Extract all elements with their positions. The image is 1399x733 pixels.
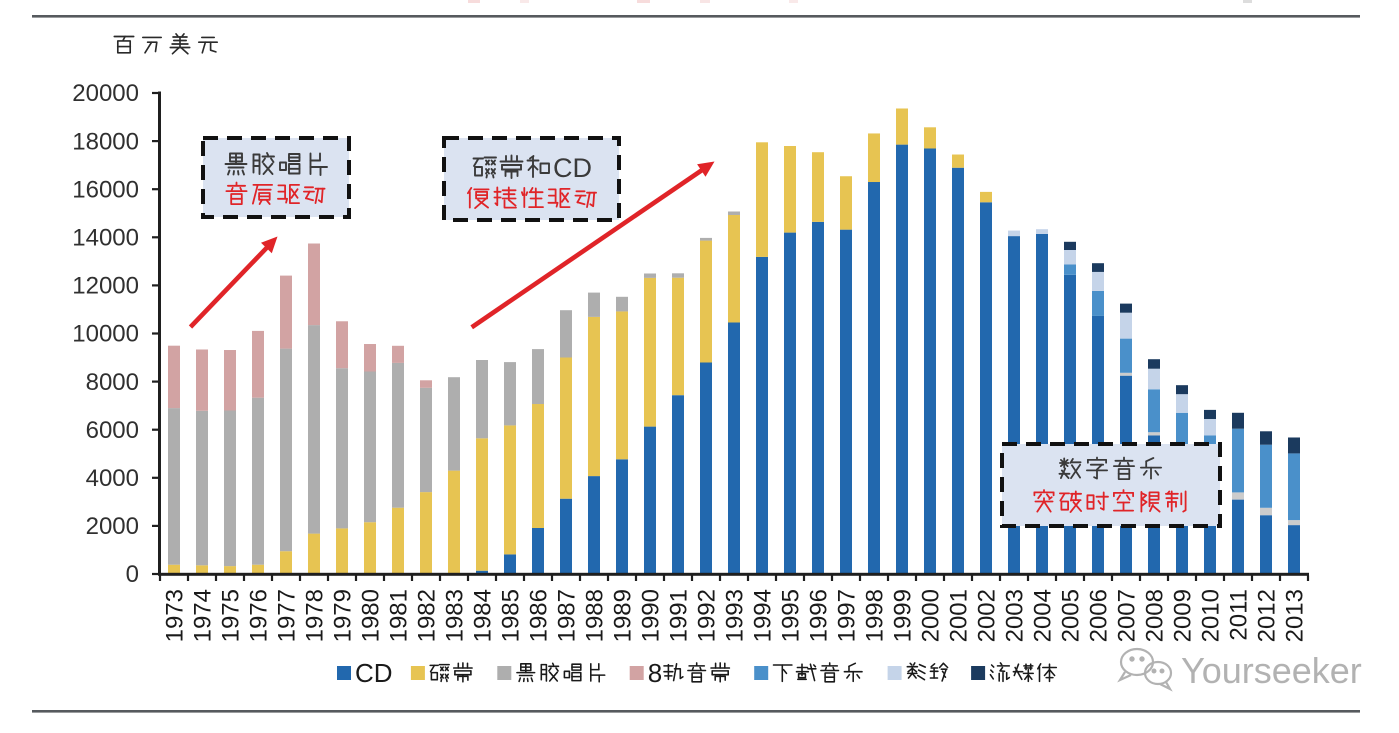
svg-text:1999: 1999 [889, 589, 916, 642]
svg-text:2012: 2012 [1253, 589, 1280, 642]
svg-text:1994: 1994 [749, 589, 776, 642]
svg-text:1973: 1973 [161, 589, 188, 642]
svg-text:1976: 1976 [245, 589, 272, 642]
svg-text:4000: 4000 [86, 465, 139, 492]
svg-text:2008: 2008 [1141, 589, 1168, 642]
svg-text:1984: 1984 [469, 589, 496, 642]
svg-text:2007: 2007 [1113, 589, 1140, 642]
svg-text:1993: 1993 [721, 589, 748, 642]
svg-text:1987: 1987 [553, 589, 580, 642]
svg-text:2013: 2013 [1281, 589, 1308, 642]
svg-text:1997: 1997 [833, 589, 860, 642]
svg-text:1979: 1979 [329, 589, 356, 642]
svg-text:Yourseeker: Yourseeker [1181, 650, 1362, 691]
svg-text:1985: 1985 [497, 589, 524, 642]
svg-text:2000: 2000 [917, 589, 944, 642]
svg-text:8000: 8000 [86, 369, 139, 396]
svg-text:2000: 2000 [86, 513, 139, 540]
svg-text:10000: 10000 [72, 321, 139, 348]
svg-text:12000: 12000 [72, 273, 139, 300]
svg-text:1998: 1998 [861, 589, 888, 642]
svg-text:2011: 2011 [1225, 589, 1252, 641]
svg-text:2004: 2004 [1029, 589, 1056, 642]
svg-text:20000: 20000 [72, 80, 139, 107]
svg-text:1977: 1977 [273, 589, 300, 642]
svg-text:1991: 1991 [665, 589, 692, 642]
svg-text:2001: 2001 [945, 589, 972, 642]
svg-text:2006: 2006 [1085, 589, 1112, 642]
svg-text:2009: 2009 [1169, 589, 1196, 642]
svg-text:1989: 1989 [609, 589, 636, 642]
svg-text:1996: 1996 [805, 589, 832, 642]
svg-text:1995: 1995 [777, 589, 804, 642]
svg-text:1975: 1975 [217, 589, 244, 642]
svg-text:8: 8 [648, 658, 662, 688]
svg-text:1990: 1990 [637, 589, 664, 642]
svg-text:14000: 14000 [72, 225, 139, 252]
svg-text:1986: 1986 [525, 589, 552, 642]
svg-text:2010: 2010 [1197, 589, 1224, 642]
svg-text:1988: 1988 [581, 589, 608, 642]
svg-text:1992: 1992 [693, 589, 720, 642]
svg-text:1974: 1974 [189, 589, 216, 642]
svg-text:2002: 2002 [973, 589, 1000, 642]
svg-text:0: 0 [126, 561, 139, 588]
svg-text:1982: 1982 [413, 589, 440, 642]
svg-text:2005: 2005 [1057, 589, 1084, 642]
svg-text:CD: CD [553, 153, 592, 183]
svg-text:1983: 1983 [441, 589, 468, 642]
svg-text:16000: 16000 [72, 176, 139, 203]
svg-text:1978: 1978 [301, 589, 328, 642]
svg-text:CD: CD [355, 658, 393, 688]
svg-text:1980: 1980 [357, 589, 384, 642]
svg-text:1981: 1981 [385, 589, 412, 642]
svg-text:2003: 2003 [1001, 589, 1028, 642]
svg-text:6000: 6000 [86, 417, 139, 444]
svg-text:18000: 18000 [72, 128, 139, 155]
